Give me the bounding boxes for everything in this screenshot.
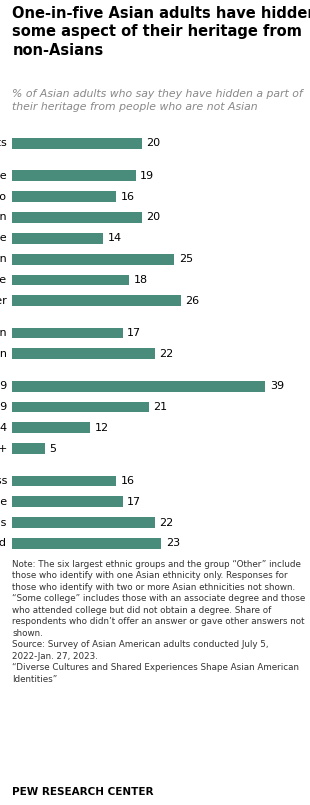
Text: Men: Men [0, 328, 7, 338]
Text: 18: 18 [134, 275, 148, 285]
Bar [12, 497, 122, 507]
Text: 22: 22 [160, 349, 174, 359]
Text: Filipino: Filipino [0, 192, 7, 201]
Text: 26: 26 [185, 295, 200, 306]
Bar [12, 275, 129, 285]
Bar [12, 423, 90, 433]
Text: 16: 16 [121, 192, 135, 201]
Bar [12, 328, 122, 338]
Bar [12, 254, 175, 265]
Text: Japanese: Japanese [0, 233, 7, 243]
Bar [12, 538, 162, 549]
Bar [12, 349, 155, 359]
Text: Korean: Korean [0, 254, 7, 264]
Bar [12, 381, 265, 391]
Bar [12, 138, 142, 149]
Text: 16: 16 [121, 476, 135, 486]
Text: 14: 14 [108, 233, 122, 243]
Text: 65+: 65+ [0, 444, 7, 454]
Text: % of Asian adults who say they have hidden a part of
their heritage from people : % of Asian adults who say they have hidd… [12, 89, 303, 112]
Text: 12: 12 [95, 423, 109, 433]
Text: Ages 18-29: Ages 18-29 [0, 382, 7, 391]
Text: 17: 17 [127, 328, 141, 338]
Text: HS or less: HS or less [0, 476, 7, 486]
Text: 20: 20 [147, 138, 161, 148]
Text: 25: 25 [179, 254, 193, 264]
Text: Note: The six largest ethnic groups and the group “Other” include those who iden: Note: The six largest ethnic groups and … [12, 560, 306, 683]
Bar [12, 402, 148, 412]
Text: Chinese: Chinese [0, 171, 7, 181]
Bar [12, 518, 155, 528]
Text: 21: 21 [153, 402, 167, 412]
Text: Postgrad: Postgrad [0, 539, 7, 548]
Text: Women: Women [0, 349, 7, 359]
Text: 17: 17 [127, 497, 141, 507]
Text: 23: 23 [166, 539, 180, 548]
Bar [12, 476, 116, 486]
Text: Indian: Indian [0, 213, 7, 222]
Text: One-in-five Asian adults have hidden
some aspect of their heritage from
non-Asia: One-in-five Asian adults have hidden som… [12, 6, 310, 58]
Text: All Asian adults: All Asian adults [0, 138, 7, 148]
Text: Other: Other [0, 295, 7, 306]
Text: 20: 20 [147, 213, 161, 222]
Text: 5: 5 [49, 444, 56, 454]
Text: 30-49: 30-49 [0, 402, 7, 412]
Text: 39: 39 [270, 382, 284, 391]
Bar [12, 233, 103, 244]
Bar [12, 295, 181, 306]
Text: PEW RESEARCH CENTER: PEW RESEARCH CENTER [12, 787, 154, 797]
Text: 50-64: 50-64 [0, 423, 7, 433]
Text: Bachelor’s: Bachelor’s [0, 518, 7, 527]
Bar [12, 171, 135, 181]
Text: Some college: Some college [0, 497, 7, 507]
Text: 19: 19 [140, 171, 154, 181]
Bar [12, 212, 142, 223]
Bar [12, 444, 45, 454]
Text: Vietnamese: Vietnamese [0, 275, 7, 285]
Text: 22: 22 [160, 518, 174, 527]
Bar [12, 191, 116, 202]
